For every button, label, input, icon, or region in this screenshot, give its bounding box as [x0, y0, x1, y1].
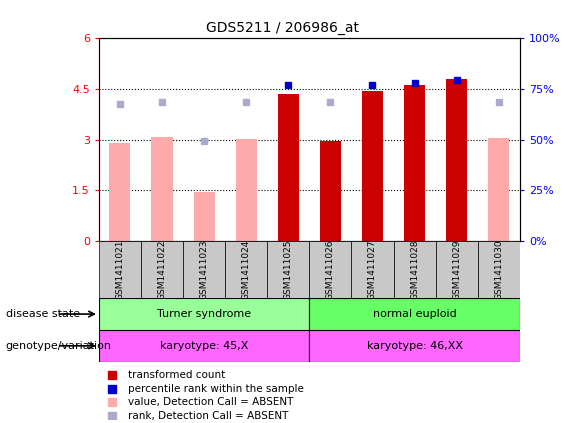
Bar: [225, 241, 267, 298]
Text: GSM1411029: GSM1411029: [452, 239, 461, 300]
Text: rank, Detection Call = ABSENT: rank, Detection Call = ABSENT: [128, 411, 289, 421]
Bar: [310, 241, 351, 298]
Bar: [446, 79, 467, 241]
Text: GSM1411027: GSM1411027: [368, 239, 377, 300]
Bar: [310, 298, 520, 330]
Text: GSM1411024: GSM1411024: [242, 239, 251, 300]
Bar: [478, 241, 520, 298]
Text: Turner syndrome: Turner syndrome: [157, 309, 251, 319]
Bar: [99, 241, 141, 298]
Text: karyotype: 46,XX: karyotype: 46,XX: [367, 341, 463, 351]
Bar: [99, 330, 310, 362]
Bar: [310, 330, 520, 362]
Text: genotype/variation: genotype/variation: [6, 341, 112, 351]
Bar: [278, 94, 299, 241]
Bar: [110, 143, 131, 241]
Bar: [320, 141, 341, 241]
Text: GSM1411030: GSM1411030: [494, 239, 503, 300]
Bar: [236, 139, 257, 241]
Bar: [488, 138, 509, 241]
Bar: [404, 85, 425, 241]
Text: GSM1411026: GSM1411026: [326, 239, 335, 300]
Text: transformed count: transformed count: [128, 370, 225, 380]
Bar: [351, 241, 394, 298]
Text: normal euploid: normal euploid: [373, 309, 457, 319]
Bar: [194, 192, 215, 241]
Text: percentile rank within the sample: percentile rank within the sample: [128, 384, 304, 393]
Text: GSM1411028: GSM1411028: [410, 239, 419, 300]
Text: GSM1411023: GSM1411023: [199, 239, 208, 300]
Bar: [99, 298, 310, 330]
Text: value, Detection Call = ABSENT: value, Detection Call = ABSENT: [128, 397, 294, 407]
Bar: [393, 241, 436, 298]
Text: GDS5211 / 206986_at: GDS5211 / 206986_at: [206, 21, 359, 35]
Text: GSM1411022: GSM1411022: [158, 239, 167, 300]
Text: GSM1411025: GSM1411025: [284, 239, 293, 300]
Bar: [362, 91, 383, 241]
Text: GSM1411021: GSM1411021: [115, 239, 124, 300]
Bar: [183, 241, 225, 298]
Bar: [141, 241, 183, 298]
Text: karyotype: 45,X: karyotype: 45,X: [160, 341, 248, 351]
Bar: [436, 241, 478, 298]
Bar: [151, 137, 172, 241]
Text: disease state: disease state: [6, 309, 80, 319]
Bar: [267, 241, 310, 298]
